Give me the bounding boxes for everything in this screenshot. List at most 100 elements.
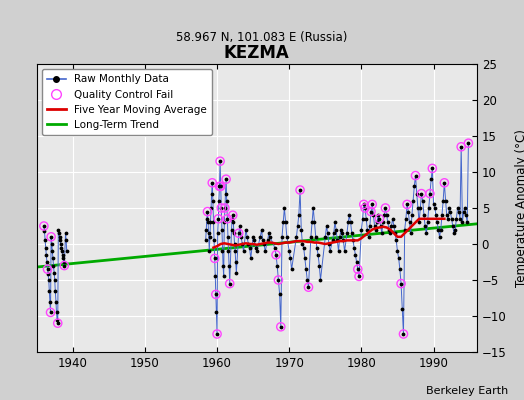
Point (277, 324, 285, 330)
Point (213, 230, 222, 236)
Point (403, 201, 411, 208)
Point (276, 291, 284, 298)
Point (204, 230, 213, 236)
Point (41, 244, 50, 251)
Point (367, 208, 375, 215)
Point (321, 234, 330, 240)
Point (53, 320, 62, 326)
Point (385, 226, 393, 233)
Point (228, 212, 237, 218)
Point (386, 230, 395, 236)
Point (380, 212, 388, 218)
Point (424, 205, 433, 211)
Point (247, 255, 255, 262)
Point (209, 219, 217, 226)
Point (60, 262, 69, 269)
Point (304, 284, 313, 290)
Point (227, 226, 236, 233)
Point (54, 226, 62, 233)
Point (210, 237, 218, 244)
Point (211, 273, 220, 280)
Point (444, 216, 452, 222)
Point (423, 219, 432, 226)
Point (285, 248, 293, 254)
Point (252, 244, 260, 251)
Point (47, 234, 56, 240)
Point (40, 223, 48, 229)
Point (297, 226, 305, 233)
Point (228, 216, 236, 222)
Point (420, 212, 428, 218)
Point (411, 172, 420, 179)
Point (396, 266, 404, 272)
Point (208, 180, 216, 186)
Point (219, 248, 227, 254)
Point (352, 259, 361, 265)
Point (222, 176, 230, 182)
Point (213, 331, 221, 337)
Point (208, 180, 216, 186)
Point (266, 234, 274, 240)
Text: Berkeley Earth: Berkeley Earth (426, 386, 508, 396)
Point (435, 234, 444, 240)
Point (421, 223, 429, 229)
Point (46, 309, 54, 316)
Point (361, 205, 369, 211)
Point (439, 198, 447, 204)
Point (390, 223, 398, 229)
Point (59, 255, 68, 262)
Point (347, 230, 356, 236)
Point (349, 237, 357, 244)
Point (56, 234, 64, 240)
Point (322, 223, 331, 229)
Point (355, 273, 363, 280)
Point (223, 216, 232, 222)
Title: KEZMA: KEZMA (224, 44, 290, 62)
Point (53, 316, 61, 323)
Point (411, 172, 420, 179)
Point (60, 262, 69, 269)
Point (57, 241, 65, 247)
Point (335, 234, 344, 240)
Point (326, 248, 334, 254)
Point (372, 226, 380, 233)
Point (244, 241, 253, 247)
Point (432, 212, 440, 218)
Point (312, 234, 320, 240)
Point (228, 212, 237, 218)
Point (257, 226, 266, 233)
Point (231, 241, 239, 247)
Point (51, 288, 60, 294)
Point (445, 205, 453, 211)
Point (203, 216, 211, 222)
Point (237, 234, 245, 240)
Point (301, 255, 309, 262)
Point (399, 331, 408, 337)
Point (288, 266, 296, 272)
Point (407, 230, 415, 236)
Point (387, 223, 396, 229)
Point (345, 212, 354, 218)
Point (230, 230, 238, 236)
Point (207, 205, 215, 211)
Point (211, 255, 219, 262)
Point (61, 230, 70, 236)
Point (225, 262, 233, 269)
Point (428, 165, 436, 172)
Point (363, 226, 372, 233)
Point (215, 183, 224, 190)
Point (417, 190, 425, 197)
Point (337, 226, 345, 233)
Point (260, 241, 268, 247)
Point (209, 198, 217, 204)
Point (394, 248, 402, 254)
Point (62, 237, 70, 244)
Point (216, 158, 224, 164)
Point (205, 248, 213, 254)
Point (422, 230, 431, 236)
Point (425, 190, 434, 197)
Point (397, 280, 405, 287)
Point (258, 237, 267, 244)
Point (431, 205, 439, 211)
Point (397, 280, 405, 287)
